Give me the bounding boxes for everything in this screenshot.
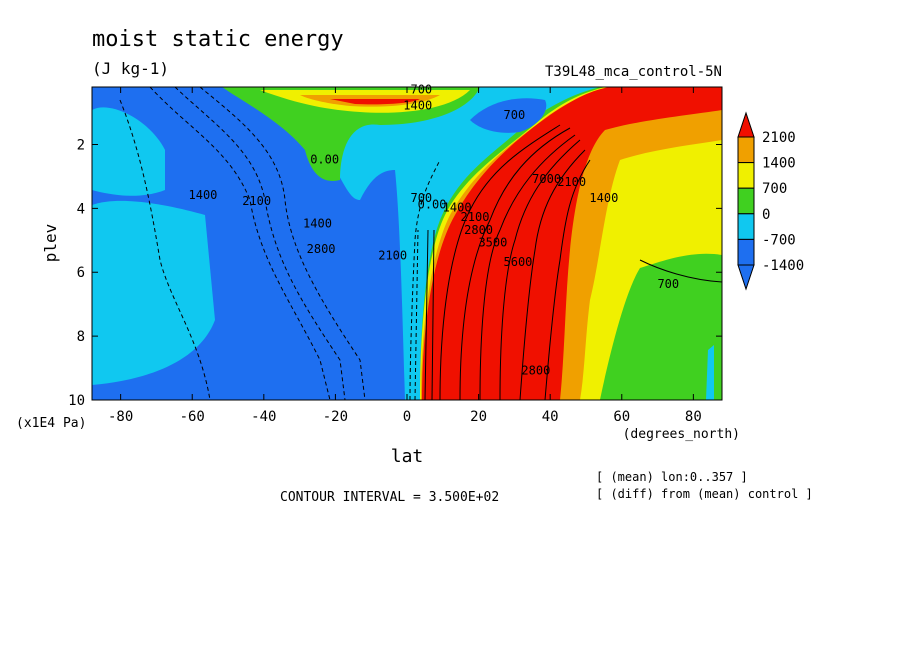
annotation-diff: [ (diff) from (mean) control ] xyxy=(596,487,813,501)
colorbar-label: 0 xyxy=(762,207,770,223)
contour-line xyxy=(479,134,576,400)
x-tick-label: -60 xyxy=(180,409,205,425)
chart-title: moist static energy xyxy=(92,27,344,52)
colorbar: 2100 1400 700 0 -700 -1400 xyxy=(737,111,804,291)
colorbar-segment xyxy=(737,213,755,240)
x-tick-label: -80 xyxy=(108,409,133,425)
colorbar-label: 700 xyxy=(762,181,787,197)
x-tick-label: 60 xyxy=(613,409,630,425)
field-green-lowernorth xyxy=(612,275,722,400)
annotation-mean: [ (mean) lon:0..357 ] xyxy=(596,470,748,484)
colorbar-segment xyxy=(737,187,755,215)
contour-label: 2100 xyxy=(378,248,407,262)
colorbar-label: -1400 xyxy=(762,258,804,274)
field-blue-tropical-upper xyxy=(470,98,547,133)
x-tick-label: 80 xyxy=(685,409,702,425)
contour-line xyxy=(519,149,586,400)
contour-label: 7000 xyxy=(532,172,561,186)
contour-label: 2800 xyxy=(521,363,550,377)
x-tick-label: 40 xyxy=(542,409,559,425)
y-axis-label: plev xyxy=(41,224,60,263)
y-tick-label: 8 xyxy=(77,329,85,345)
contour-line xyxy=(149,87,331,400)
contour-label: 0.00 xyxy=(310,153,339,167)
contour-label: 2800 xyxy=(464,223,493,237)
colorbar-label: 2100 xyxy=(762,130,796,146)
contour-label: 1400 xyxy=(403,98,432,112)
contour-label: 2100 xyxy=(557,175,586,189)
contour-label: 700 xyxy=(504,108,526,122)
field-cyan-mid xyxy=(92,107,165,196)
contour-line xyxy=(431,229,435,400)
contour-label: 1400 xyxy=(443,201,472,215)
contour-interval: CONTOUR INTERVAL = 3.500E+02 xyxy=(280,490,499,505)
contour-line xyxy=(409,159,441,400)
y-axis-units: (x1E4 Pa) xyxy=(16,416,86,431)
contour-line xyxy=(424,229,429,400)
contour-line xyxy=(544,159,591,400)
x-tick-label: -40 xyxy=(251,409,276,425)
colorbar-segment xyxy=(737,162,755,189)
y-tick-label: 10 xyxy=(68,393,85,409)
contour-line xyxy=(119,99,211,400)
field-red-upper xyxy=(330,99,420,105)
colorbar-segment xyxy=(737,136,755,164)
x-tick-label: -20 xyxy=(323,409,348,425)
colorbar-label: 1400 xyxy=(762,156,796,172)
contour-label: 1400 xyxy=(189,188,218,202)
y-tick-label: 2 xyxy=(77,137,85,153)
colorbar-bottom-arrow xyxy=(737,264,755,291)
colorbar-segment xyxy=(737,238,755,266)
contour-label: 2100 xyxy=(461,210,490,224)
y-axis: 2 4 6 8 10 xyxy=(68,137,722,409)
x-tick-label: 20 xyxy=(470,409,487,425)
x-axis: -80 -60 -40 -20 0 20 40 60 80 xyxy=(108,87,702,425)
field-cyan-southpole xyxy=(92,200,215,385)
contour-label: 1400 xyxy=(303,217,332,231)
y-tick-label: 4 xyxy=(77,201,85,217)
contour-line xyxy=(459,127,571,400)
x-axis-label: lat xyxy=(391,446,424,467)
contour-label: 2800 xyxy=(307,242,336,256)
contour-label: 700 xyxy=(410,191,432,205)
y-tick-label: 6 xyxy=(77,265,85,281)
filled-contour-field xyxy=(92,87,722,400)
x-tick-label: 0 xyxy=(403,409,411,425)
contour-line xyxy=(439,124,561,400)
run-label: T39L48_mca_control-5N xyxy=(545,64,722,80)
contour-label: 3500 xyxy=(478,236,507,250)
contour-line xyxy=(499,139,581,400)
contour-line xyxy=(414,229,419,400)
x-axis-units: (degrees_north) xyxy=(623,427,740,442)
contour-line xyxy=(199,87,366,400)
field-cyan-spot xyxy=(706,345,714,400)
chart-units: (J kg-1) xyxy=(92,59,169,78)
contour-label: 1400 xyxy=(589,191,618,205)
contour-label: 5600 xyxy=(504,255,533,269)
colorbar-top-arrow xyxy=(737,111,755,138)
field-red-north xyxy=(422,87,722,400)
contour-label: 0.00 xyxy=(418,197,447,211)
colorbar-label: -700 xyxy=(762,232,796,248)
contour-line xyxy=(174,87,346,400)
contour-label: 2100 xyxy=(242,194,271,208)
contour-label: 700 xyxy=(657,277,679,291)
contour-label: 700 xyxy=(410,82,432,96)
contour-line xyxy=(639,259,722,283)
